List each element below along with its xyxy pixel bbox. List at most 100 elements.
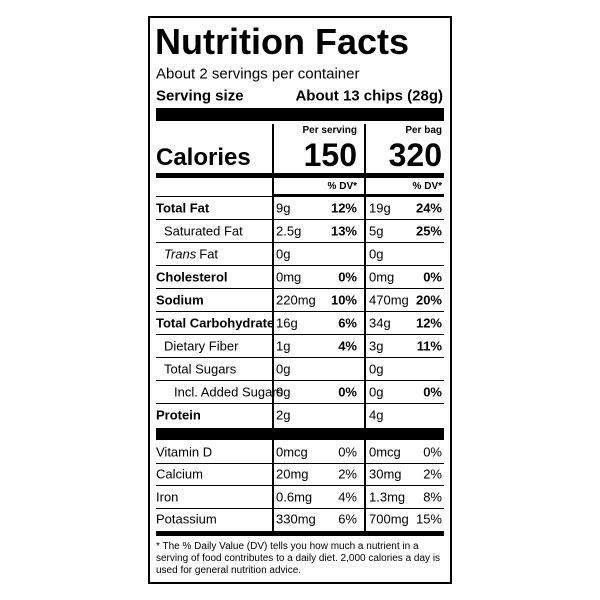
row-rule [156,463,444,464]
daily-value: 4% [338,489,357,505]
row-rule [156,265,444,266]
daily-value: 2% [338,466,357,482]
calories-value: 150 [303,137,357,173]
amount: 0g [276,384,291,400]
amount: 0g [276,246,291,262]
row-rule [156,403,444,404]
nutrient-name: Total Sugars [164,361,237,377]
amount: 700mg [369,511,409,527]
row-rule [156,311,444,312]
rule [156,173,444,178]
rule [156,196,272,197]
amount: 0g [369,361,384,377]
nutrient-name: Calcium [156,466,203,482]
nutrient-name: Iron [156,489,179,505]
amount: 1.3mg [369,489,406,505]
row-rule [156,357,444,358]
row-rule [156,334,444,335]
amount: 16g [276,315,298,331]
amount: 4g [369,407,384,423]
nutrient-name: Incl. Added Sugars [174,384,284,400]
daily-value: 6% [338,511,357,527]
daily-value: 25% [415,223,442,239]
amount: 0g [369,246,384,262]
nutrient-name: Vitamin D [156,444,213,460]
daily-value: 0% [423,269,442,285]
amount: 0g [369,384,384,400]
serving-size-label: Serving size [156,87,244,105]
row-rule [156,288,444,289]
row-rule [156,485,444,487]
amount: 0.6mg [276,489,313,505]
row-rule [156,507,444,509]
nutrient-name: Saturated Fat [164,223,243,239]
amount: 1g [276,338,291,354]
amount: 0mg [369,269,395,285]
nutrient-name: Fat [199,246,219,262]
daily-value: 12% [415,315,442,331]
dv-label: % DV* [327,181,357,192]
servings: About 2 servings per container [156,65,360,83]
amount: 19g [369,200,391,216]
nutrient-name: Protein [156,407,201,423]
daily-value: 12% [330,200,357,216]
daily-value: 13% [330,223,357,239]
footnote: * The % Daily Value (DV) tells you how m… [156,541,441,576]
amount: 9g [276,200,291,216]
daily-value: 0% [423,384,442,400]
daily-value: 0% [338,269,357,285]
amount: 0mcg [276,444,308,460]
amount: 3g [369,338,384,354]
daily-value: 24% [415,200,442,216]
nutrient-name: Sodium [156,292,204,308]
daily-value: 20% [415,292,442,308]
thick-rule [274,428,364,440]
daily-value: 10% [330,292,357,308]
daily-value: 11% [416,338,442,354]
nutrient-name: Total Carbohydrate [156,315,275,331]
row-rule [156,242,444,243]
amount: 470mg [369,292,409,308]
thick-rule [156,531,444,536]
column-divider [272,124,274,531]
daily-value: 2% [423,466,442,482]
amount: 2g [276,407,291,423]
daily-value: 0% [423,444,442,460]
column-divider [364,124,366,531]
column-heading: Per serving [302,125,357,136]
thick-rule [366,428,444,440]
daily-value: 6% [338,315,357,331]
amount: 30mg [369,466,402,482]
row-rule [156,380,444,381]
amount: 330mg [276,511,316,527]
daily-value: 0% [338,384,357,400]
rule [272,194,444,197]
amount: 20mg [276,466,309,482]
nutrition-label: Nutrition Facts About 2 servings per cont… [148,16,452,584]
daily-value: 8% [423,489,442,505]
row-rule [156,219,444,220]
daily-value: 0% [338,444,357,460]
amount: 2.5g [276,223,302,239]
calories-label: Calories [156,144,251,171]
amount: 0mg [276,269,302,285]
column-heading: Per bag [405,125,442,136]
calories-value: 320 [388,137,442,173]
amount: 0g [276,361,291,377]
nutrient-name: Cholesterol [156,269,228,285]
amount: 34g [369,315,391,331]
amount: 0mcg [369,444,401,460]
amount: 220mg [276,292,316,308]
daily-value: 15% [415,511,442,527]
nutrient-name: Potassium [156,511,217,527]
nutrient-name: Total Fat [156,200,210,216]
nutrient-name: Dietary Fiber [164,338,239,354]
thick-rule [156,108,444,121]
dv-label: % DV* [412,181,442,192]
serving-size-value: About 13 chips (28g) [295,87,443,105]
thick-rule [156,428,272,440]
daily-value: 4% [338,338,357,354]
nutrient-name: Trans [164,246,197,262]
amount: 5g [369,223,384,239]
